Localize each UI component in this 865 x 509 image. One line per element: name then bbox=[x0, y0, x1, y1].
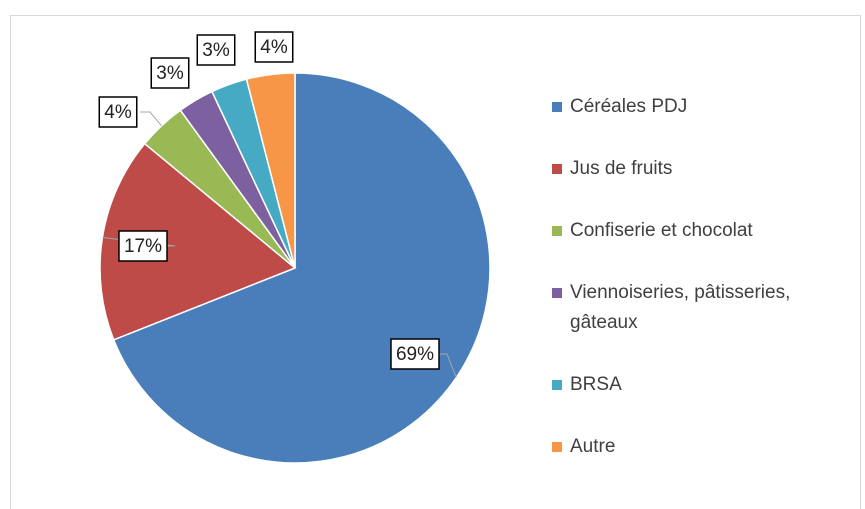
legend-swatch bbox=[552, 102, 562, 112]
legend-entry: BRSA bbox=[550, 370, 808, 400]
legend-swatch bbox=[552, 164, 562, 174]
legend-swatch bbox=[552, 288, 562, 298]
pie-slice bbox=[245, 72, 296, 269]
data-label: 69% bbox=[396, 344, 434, 365]
data-label-box bbox=[196, 34, 236, 66]
legend-label: Autre bbox=[570, 436, 616, 457]
data-label-box bbox=[118, 230, 168, 262]
legend-entry: Viennoiseries, pâtisseries, gâteaux bbox=[550, 278, 808, 338]
legend-label: Confiserie et chocolat bbox=[570, 220, 753, 241]
chart-frame bbox=[10, 15, 861, 509]
legend: Céréales PDJ Jus de fruits Confiserie et c… bbox=[550, 92, 808, 494]
data-label: 3% bbox=[156, 63, 184, 84]
legend-swatch bbox=[552, 380, 562, 390]
legend-entry: Céréales PDJ bbox=[550, 92, 808, 122]
legend-entry: Autre bbox=[550, 432, 808, 462]
data-label: 3% bbox=[202, 40, 230, 61]
legend-swatch bbox=[552, 226, 562, 236]
legend-label: BRSA bbox=[570, 374, 622, 395]
data-label-box bbox=[98, 96, 138, 128]
legend-entry: Confiserie et chocolat bbox=[550, 216, 808, 246]
data-label-box bbox=[390, 338, 440, 370]
legend-label: Jus de fruits bbox=[570, 158, 673, 179]
data-label: 4% bbox=[260, 37, 288, 58]
data-label-box bbox=[150, 57, 190, 89]
data-label: 17% bbox=[124, 236, 162, 257]
data-label-box bbox=[254, 31, 294, 63]
leader-line bbox=[140, 111, 162, 127]
data-label: 4% bbox=[104, 102, 132, 123]
legend-label: Céréales PDJ bbox=[570, 96, 688, 117]
legend-swatch bbox=[552, 442, 562, 452]
leader-line bbox=[437, 353, 457, 378]
legend-label: Viennoiseries, pâtisseries, gâteaux bbox=[570, 282, 791, 333]
legend-entry: Jus de fruits bbox=[550, 154, 808, 184]
